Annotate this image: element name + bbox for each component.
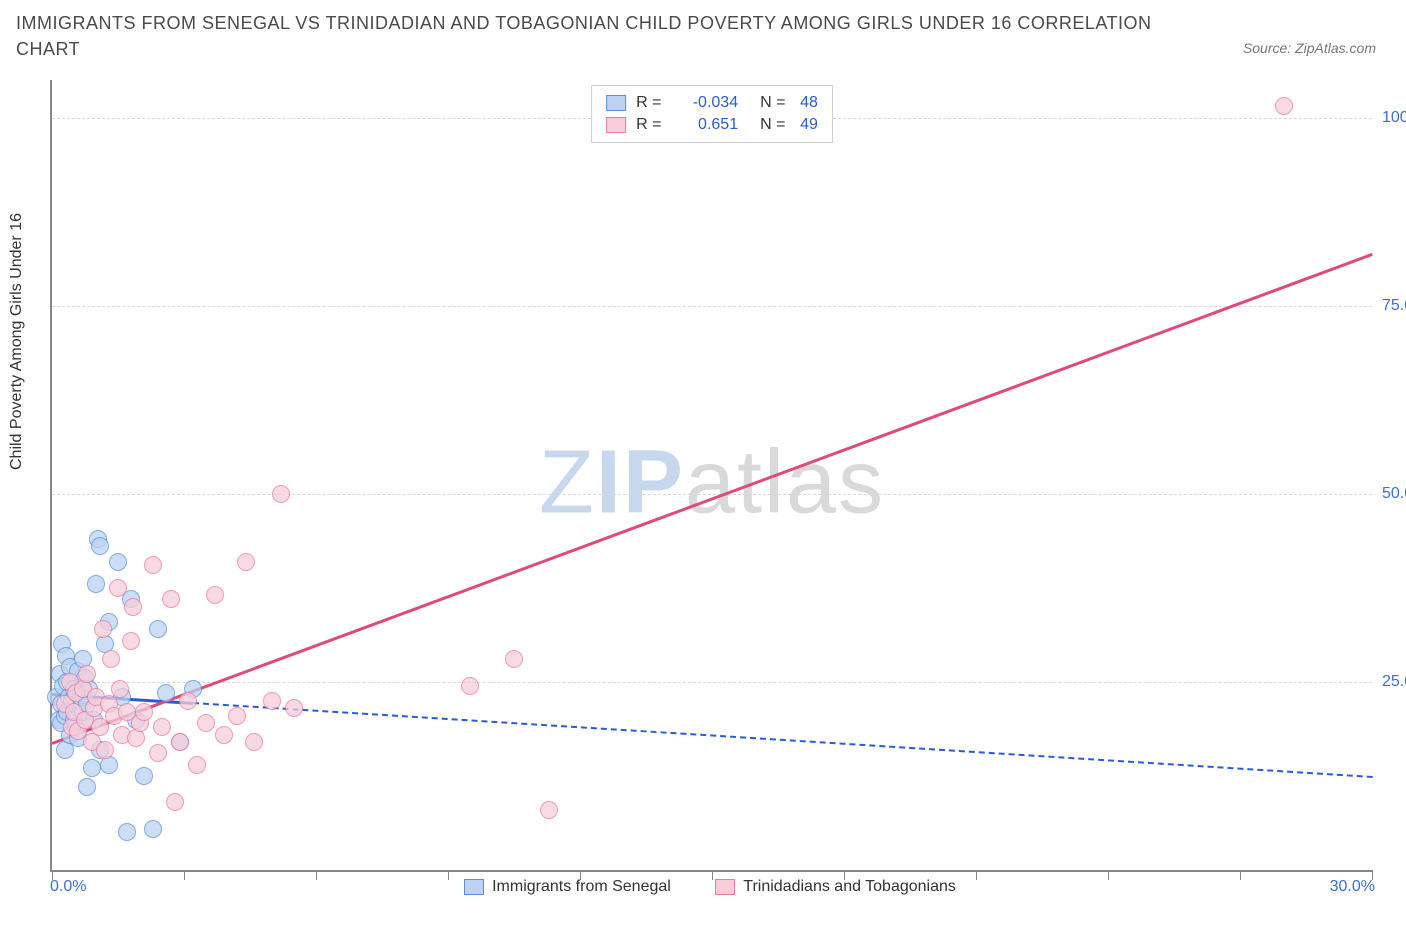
scatter-plot-area: ZIPatlas R = -0.034 N = 48 R = 0.651 N =… — [50, 80, 1372, 872]
data-point — [144, 820, 162, 838]
watermark: ZIPatlas — [539, 431, 885, 534]
data-point — [149, 620, 167, 638]
data-point — [285, 699, 303, 717]
data-point — [179, 692, 197, 710]
source-attribution: Source: ZipAtlas.com — [1243, 40, 1376, 56]
data-point — [153, 718, 171, 736]
swatch-blue — [606, 95, 626, 111]
data-point — [135, 703, 153, 721]
data-point — [144, 556, 162, 574]
data-point — [505, 650, 523, 668]
data-point — [118, 823, 136, 841]
gridline-h — [52, 682, 1372, 683]
legend-row-blue: R = -0.034 N = 48 — [606, 92, 818, 114]
gridline-h — [52, 494, 1372, 495]
swatch-pink — [606, 117, 626, 133]
data-point — [149, 744, 167, 762]
data-point — [197, 714, 215, 732]
y-tick-label: 25.0% — [1382, 673, 1406, 691]
data-point — [228, 707, 246, 725]
swatch-pink — [715, 879, 735, 895]
data-point — [109, 579, 127, 597]
trend-line — [51, 253, 1372, 745]
trend-line — [193, 702, 1372, 778]
data-point — [122, 632, 140, 650]
data-point — [91, 537, 109, 555]
correlation-legend: R = -0.034 N = 48 R = 0.651 N = 49 — [591, 85, 833, 143]
data-point — [78, 665, 96, 683]
data-point — [206, 586, 224, 604]
y-axis-title: Child Poverty Among Girls Under 16 — [8, 213, 26, 470]
data-point — [272, 485, 290, 503]
y-tick-label: 100.0% — [1382, 109, 1406, 127]
data-point — [96, 741, 114, 759]
legend-item-senegal: Immigrants from Senegal — [464, 878, 671, 896]
data-point — [87, 575, 105, 593]
data-point — [78, 778, 96, 796]
data-point — [461, 677, 479, 695]
data-point — [109, 553, 127, 571]
data-point — [162, 590, 180, 608]
data-point — [237, 553, 255, 571]
swatch-blue — [464, 879, 484, 895]
data-point — [94, 620, 112, 638]
data-point — [83, 759, 101, 777]
data-point — [540, 801, 558, 819]
data-point — [263, 692, 281, 710]
data-point — [245, 733, 263, 751]
data-point — [135, 767, 153, 785]
data-point — [171, 733, 189, 751]
y-tick-label: 50.0% — [1382, 485, 1406, 503]
data-point — [215, 726, 233, 744]
data-point — [102, 650, 120, 668]
chart-title: IMMIGRANTS FROM SENEGAL VS TRINIDADIAN A… — [16, 10, 1156, 62]
data-point — [157, 684, 175, 702]
data-point — [124, 598, 142, 616]
legend-row-pink: R = 0.651 N = 49 — [606, 114, 818, 136]
data-point — [111, 680, 129, 698]
data-point — [1275, 97, 1293, 115]
data-point — [166, 793, 184, 811]
legend-item-trinidad: Trinidadians and Tobagonians — [715, 878, 956, 896]
data-point — [188, 756, 206, 774]
y-tick-label: 75.0% — [1382, 297, 1406, 315]
series-legend: Immigrants from Senegal Trinidadians and… — [50, 878, 1370, 900]
gridline-h — [52, 306, 1372, 307]
